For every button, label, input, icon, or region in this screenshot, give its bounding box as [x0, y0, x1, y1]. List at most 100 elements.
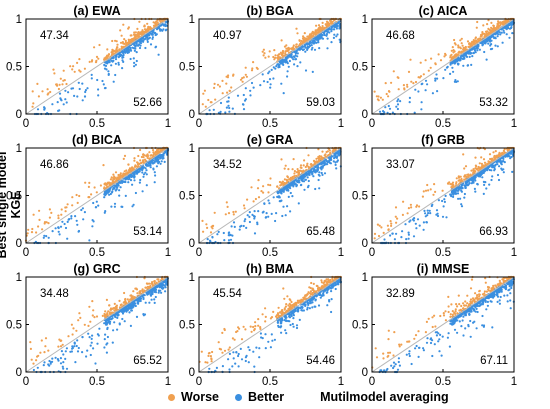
- point-worse: [310, 32, 313, 35]
- point-worse: [490, 157, 494, 160]
- point-better: [268, 70, 271, 73]
- point-worse: [78, 58, 81, 61]
- point-better: [247, 361, 250, 364]
- point-worse: [269, 177, 272, 180]
- point-better: [116, 316, 119, 319]
- point-better: [441, 199, 444, 203]
- point-better: [334, 163, 337, 166]
- point-better: [249, 89, 252, 92]
- point-better: [146, 163, 149, 167]
- point-worse: [123, 38, 126, 41]
- point-worse: [321, 150, 324, 153]
- point-worse: [228, 346, 231, 349]
- point-worse: [377, 99, 380, 102]
- point-worse: [114, 171, 118, 174]
- point-worse: [433, 183, 436, 186]
- point-better: [420, 108, 423, 111]
- point-better: [285, 316, 288, 319]
- point-worse: [29, 341, 32, 344]
- point-worse: [122, 23, 125, 26]
- x-tick-label: 0: [23, 247, 29, 259]
- point-better: [396, 107, 399, 111]
- point-worse: [262, 191, 265, 194]
- point-worse: [91, 300, 94, 303]
- point-worse: [320, 279, 323, 282]
- point-worse: [46, 88, 49, 91]
- point-better: [156, 160, 159, 163]
- point-better: [228, 110, 231, 113]
- point-better: [306, 43, 309, 46]
- point-better: [329, 28, 332, 31]
- point-better: [459, 197, 462, 200]
- y-tick-label: 1: [16, 14, 22, 26]
- point-better: [129, 324, 132, 327]
- point-better: [261, 337, 264, 340]
- point-better: [264, 216, 267, 219]
- point-worse: [133, 34, 136, 37]
- point-better: [144, 46, 147, 50]
- point-better: [242, 93, 245, 97]
- point-better: [118, 323, 121, 326]
- point-worse: [460, 42, 463, 45]
- point-worse: [31, 227, 34, 231]
- point-better: [249, 94, 252, 97]
- point-better: [318, 174, 321, 177]
- point-better: [332, 28, 335, 31]
- point-better: [118, 189, 121, 192]
- point-better: [426, 209, 429, 212]
- point-worse: [449, 56, 452, 59]
- point-better: [84, 90, 87, 94]
- point-worse: [93, 186, 96, 189]
- point-better: [127, 178, 130, 181]
- point-worse: [129, 294, 132, 297]
- point-worse: [139, 159, 142, 162]
- point-better: [135, 171, 138, 174]
- point-worse: [466, 40, 470, 43]
- point-better: [315, 294, 319, 297]
- point-worse: [492, 151, 495, 154]
- point-worse: [254, 197, 257, 201]
- point-worse: [302, 35, 305, 38]
- point-better: [297, 202, 300, 205]
- point-worse: [99, 184, 102, 187]
- point-better: [122, 60, 125, 64]
- point-worse: [475, 165, 478, 168]
- point-better: [500, 163, 503, 166]
- point-better: [110, 191, 114, 194]
- point-worse: [390, 222, 393, 225]
- point-worse: [234, 210, 237, 213]
- point-worse: [303, 31, 306, 35]
- point-better: [449, 72, 452, 75]
- point-better: [482, 192, 485, 195]
- point-better: [463, 196, 466, 199]
- point-better: [134, 63, 137, 66]
- point-better: [103, 346, 106, 349]
- point-better: [453, 190, 456, 193]
- point-better: [49, 362, 52, 365]
- point-better: [388, 107, 392, 110]
- point-worse: [111, 48, 114, 52]
- point-worse: [71, 333, 74, 336]
- point-worse: [273, 49, 276, 52]
- point-worse: [107, 53, 111, 56]
- point-better: [274, 67, 277, 70]
- point-better: [330, 290, 333, 293]
- x-tick-label: 0: [23, 118, 29, 130]
- point-better: [150, 161, 153, 164]
- point-better: [64, 226, 68, 230]
- point-worse: [154, 150, 157, 154]
- point-worse: [152, 151, 155, 154]
- point-better: [97, 88, 100, 91]
- point-better: [242, 103, 245, 106]
- point-worse: [71, 196, 74, 199]
- point-worse: [213, 86, 216, 89]
- point-better: [279, 191, 282, 194]
- point-better: [505, 28, 508, 31]
- point-better: [239, 347, 242, 350]
- point-better: [258, 356, 261, 359]
- point-worse: [437, 53, 440, 56]
- point-worse: [294, 45, 297, 49]
- point-better: [239, 225, 242, 228]
- point-worse: [209, 355, 212, 358]
- point-better: [311, 70, 314, 73]
